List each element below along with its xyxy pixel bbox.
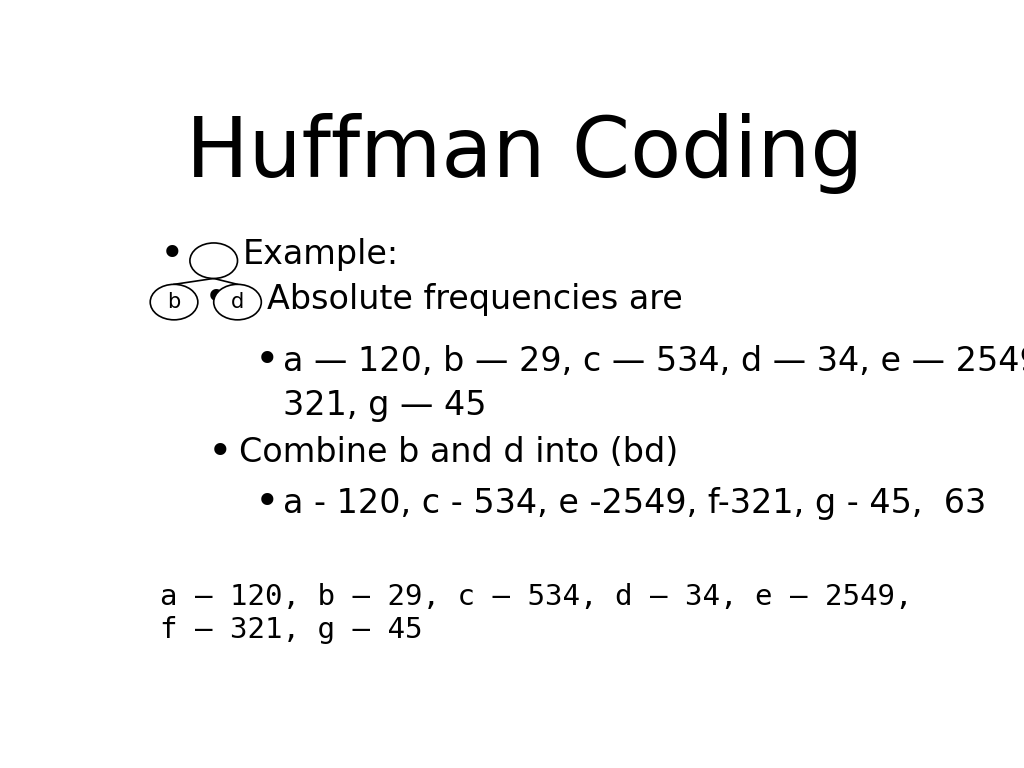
Circle shape xyxy=(189,243,238,279)
Text: Example:: Example: xyxy=(243,238,399,271)
Text: •: • xyxy=(160,233,184,276)
Text: Huffman Coding: Huffman Coding xyxy=(186,113,863,194)
Text: •: • xyxy=(204,278,228,320)
Text: f – 321, g – 45: f – 321, g – 45 xyxy=(160,615,422,644)
Text: a — 120, b — 29, c — 534, d — 34, e — 2549, f —: a — 120, b — 29, c — 534, d — 34, e — 25… xyxy=(283,345,1024,378)
Text: •: • xyxy=(255,482,280,524)
Text: •: • xyxy=(255,340,280,382)
Text: Combine b and d into (bd): Combine b and d into (bd) xyxy=(240,436,678,469)
Text: Absolute frequencies are: Absolute frequencies are xyxy=(267,283,683,316)
Text: a – 120, b – 29, c – 534, d – 34, e – 2549,: a – 120, b – 29, c – 534, d – 34, e – 25… xyxy=(160,583,912,611)
Text: d: d xyxy=(230,292,244,312)
Text: •: • xyxy=(207,432,232,474)
Text: b: b xyxy=(167,292,180,312)
Text: a - 120, c - 534, e -2549, f-321, g - 45,  63: a - 120, c - 534, e -2549, f-321, g - 45… xyxy=(283,487,986,520)
Circle shape xyxy=(214,284,261,319)
Circle shape xyxy=(151,284,198,319)
Text: 321, g — 45: 321, g — 45 xyxy=(283,389,486,422)
